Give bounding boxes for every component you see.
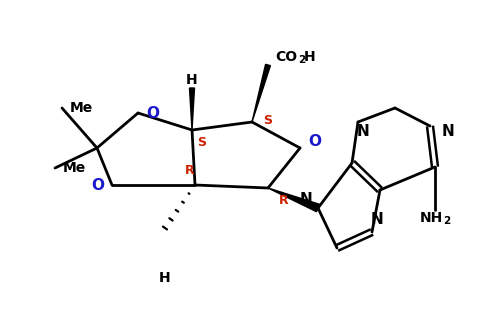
Text: H: H bbox=[304, 50, 316, 64]
Text: H: H bbox=[159, 271, 171, 285]
Text: S: S bbox=[264, 114, 273, 127]
Text: O: O bbox=[308, 135, 321, 150]
Text: Me: Me bbox=[70, 101, 93, 115]
Text: NH: NH bbox=[420, 211, 443, 225]
Polygon shape bbox=[190, 88, 195, 130]
Text: Me: Me bbox=[63, 161, 86, 175]
Text: 2: 2 bbox=[443, 216, 451, 226]
Text: 2: 2 bbox=[298, 55, 306, 65]
Text: N: N bbox=[357, 125, 369, 140]
Polygon shape bbox=[252, 64, 271, 122]
Text: H: H bbox=[186, 73, 198, 87]
Text: R: R bbox=[279, 193, 289, 206]
Text: S: S bbox=[198, 136, 207, 149]
Text: N: N bbox=[371, 212, 383, 227]
Text: CO: CO bbox=[275, 50, 297, 64]
Text: O: O bbox=[91, 177, 104, 192]
Text: N: N bbox=[442, 124, 455, 139]
Text: N: N bbox=[300, 192, 312, 207]
Text: R: R bbox=[185, 165, 195, 177]
Polygon shape bbox=[268, 188, 319, 212]
Text: O: O bbox=[146, 106, 159, 121]
